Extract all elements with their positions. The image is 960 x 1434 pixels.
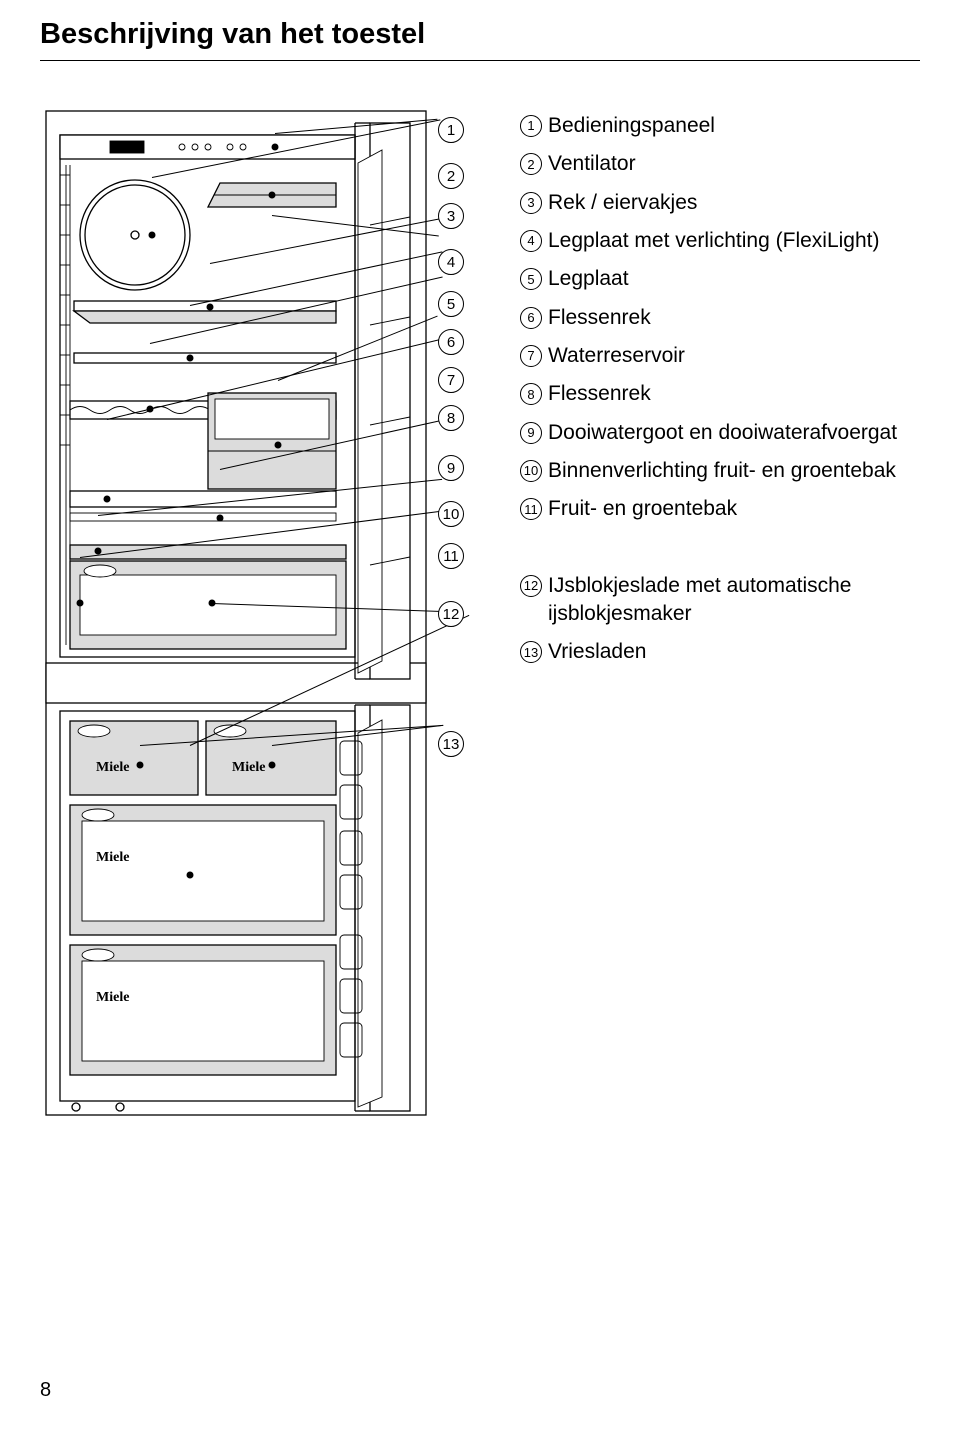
legend-text: Legplaat bbox=[548, 265, 920, 293]
legend-num: 11 bbox=[520, 498, 542, 520]
callout-11: 11 bbox=[438, 543, 464, 569]
legend-item: 3 Rek / eiervakjes bbox=[520, 189, 920, 217]
callout-4: 4 bbox=[438, 249, 464, 275]
legend-item: 1 Bedieningspaneel bbox=[520, 112, 920, 140]
legend-num: 3 bbox=[520, 192, 542, 214]
legend-item: 7 Waterreservoir bbox=[520, 342, 920, 370]
dot-5 bbox=[187, 355, 194, 362]
legend-item: 10 Binnenverlichting fruit- en groenteba… bbox=[520, 457, 920, 485]
legend-item: 5 Legplaat bbox=[520, 265, 920, 293]
legend-item: 12 IJsblokjeslade met automatische ijsbl… bbox=[520, 572, 920, 629]
legend-num: 8 bbox=[520, 383, 542, 405]
callout-13: 13 bbox=[438, 731, 464, 757]
legend-item: 9 Dooiwatergoot en dooiwaterafvoergat bbox=[520, 419, 920, 447]
svg-text:Miele: Miele bbox=[96, 990, 129, 1005]
legend-text: Rek / eiervakjes bbox=[548, 189, 920, 217]
legend-num: 1 bbox=[520, 115, 542, 137]
callout-5: 5 bbox=[438, 291, 464, 317]
legend-item: 6 Flessenrek bbox=[520, 304, 920, 332]
callout-2: 2 bbox=[438, 163, 464, 189]
callout-6: 6 bbox=[438, 329, 464, 355]
legend-item: 4 Legplaat met verlichting (FlexiLight) bbox=[520, 227, 920, 255]
dot-1 bbox=[272, 144, 279, 151]
callout-9: 9 bbox=[438, 455, 464, 481]
dot-9 bbox=[217, 515, 224, 522]
legend-item: 8 Flessenrek bbox=[520, 380, 920, 408]
callout-10: 10 bbox=[438, 501, 464, 527]
callout-7: 7 bbox=[438, 367, 464, 393]
dot-8 bbox=[104, 496, 111, 503]
legend-text: Ventilator bbox=[548, 150, 920, 178]
dot-7 bbox=[275, 442, 282, 449]
diagram: Miele Miele Miele Miele bbox=[40, 105, 470, 1135]
dot-4 bbox=[207, 304, 214, 311]
legend-num: 10 bbox=[520, 460, 542, 482]
legend: 1 Bedieningspaneel 2 Ventilator 3 Rek / … bbox=[520, 112, 920, 677]
legend-text: Dooiwatergoot en dooiwaterafvoergat bbox=[548, 419, 920, 447]
svg-text:Miele: Miele bbox=[96, 850, 129, 865]
svg-text:Miele: Miele bbox=[232, 760, 265, 775]
legend-num: 13 bbox=[520, 641, 542, 663]
legend-text: Flessenrek bbox=[548, 304, 920, 332]
legend-item: 11 Fruit- en groentebak bbox=[520, 495, 920, 523]
callout-1: 1 bbox=[438, 117, 464, 143]
legend-num: 7 bbox=[520, 345, 542, 367]
dot-11 bbox=[77, 600, 84, 607]
legend-text: Waterreservoir bbox=[548, 342, 920, 370]
dot-12 bbox=[137, 762, 144, 769]
legend-text: Binnenverlichting fruit- en groentebak bbox=[548, 457, 920, 485]
legend-num: 4 bbox=[520, 230, 542, 252]
dot-2 bbox=[149, 232, 156, 239]
dot-12b bbox=[269, 762, 276, 769]
dot-13 bbox=[187, 872, 194, 879]
page-number: 8 bbox=[40, 1379, 51, 1402]
legend-text: Vriesladen bbox=[548, 638, 920, 666]
dot-3 bbox=[269, 192, 276, 199]
svg-text:Miele: Miele bbox=[96, 760, 129, 775]
legend-num: 6 bbox=[520, 307, 542, 329]
legend-text: Bedieningspaneel bbox=[548, 112, 920, 140]
legend-text: IJsblokjeslade met automatische ijsblokj… bbox=[548, 572, 920, 629]
callout-3: 3 bbox=[438, 203, 464, 229]
legend-num: 2 bbox=[520, 153, 542, 175]
legend-num: 12 bbox=[520, 575, 542, 597]
title-rule bbox=[40, 60, 920, 61]
callout-8: 8 bbox=[438, 405, 464, 431]
legend-item: 13 Vriesladen bbox=[520, 638, 920, 666]
legend-item: 2 Ventilator bbox=[520, 150, 920, 178]
legend-text: Fruit- en groentebak bbox=[548, 495, 920, 523]
legend-text: Flessenrek bbox=[548, 380, 920, 408]
legend-text: Legplaat met verlichting (FlexiLight) bbox=[548, 227, 920, 255]
legend-num: 5 bbox=[520, 268, 542, 290]
callout-12: 12 bbox=[438, 601, 464, 627]
legend-num: 9 bbox=[520, 422, 542, 444]
page-title: Beschrijving van het toestel bbox=[40, 18, 425, 51]
